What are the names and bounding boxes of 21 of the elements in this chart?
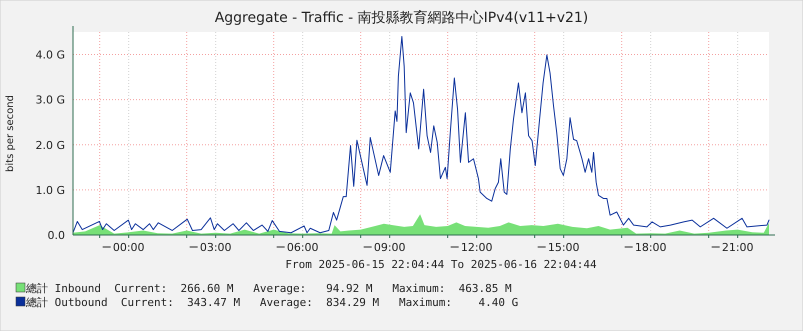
y-tick-label: 2.0 G [35, 138, 65, 152]
chart-title: Aggregate - Traffic - 南投縣教育網路中心IPv4(v11+v21) [214, 9, 588, 26]
y-tick-label: 3.0 G [35, 94, 65, 107]
text: Current: 343.47 M Average: 834.29 M Maximum: 4.40 G [108, 296, 518, 309]
y-axis-title: bits per second [5, 95, 16, 172]
text: Current: 266.60 M Average: 94.92 M Maximum: 463.85 M [100, 282, 512, 295]
x-tick-label: 00:00 [112, 241, 145, 254]
legend-label: 總計 Inbound [25, 282, 101, 295]
x-tick-label: 15:00 [548, 241, 580, 254]
x-tick-label: 06:00 [286, 241, 319, 254]
x-tick-label: 09:00 [374, 241, 406, 254]
legend-label: 總計 Outbound [25, 296, 108, 309]
text: From 2025-06-15 22:04:44 To 2025-06-16 22:04:44 [285, 258, 598, 271]
y-tick-label: 4.0 G [35, 48, 65, 62]
x-tick-label: 03:00 [200, 241, 232, 254]
x-tick-label: 21:00 [722, 241, 754, 254]
x-tick-label: 18:00 [634, 241, 667, 254]
y-tick-label: 1.0 G [35, 184, 65, 197]
line-series [72, 36, 770, 234]
x-tick-label: 12:00 [460, 241, 493, 254]
y-tick-label: 0.0 [48, 229, 65, 242]
